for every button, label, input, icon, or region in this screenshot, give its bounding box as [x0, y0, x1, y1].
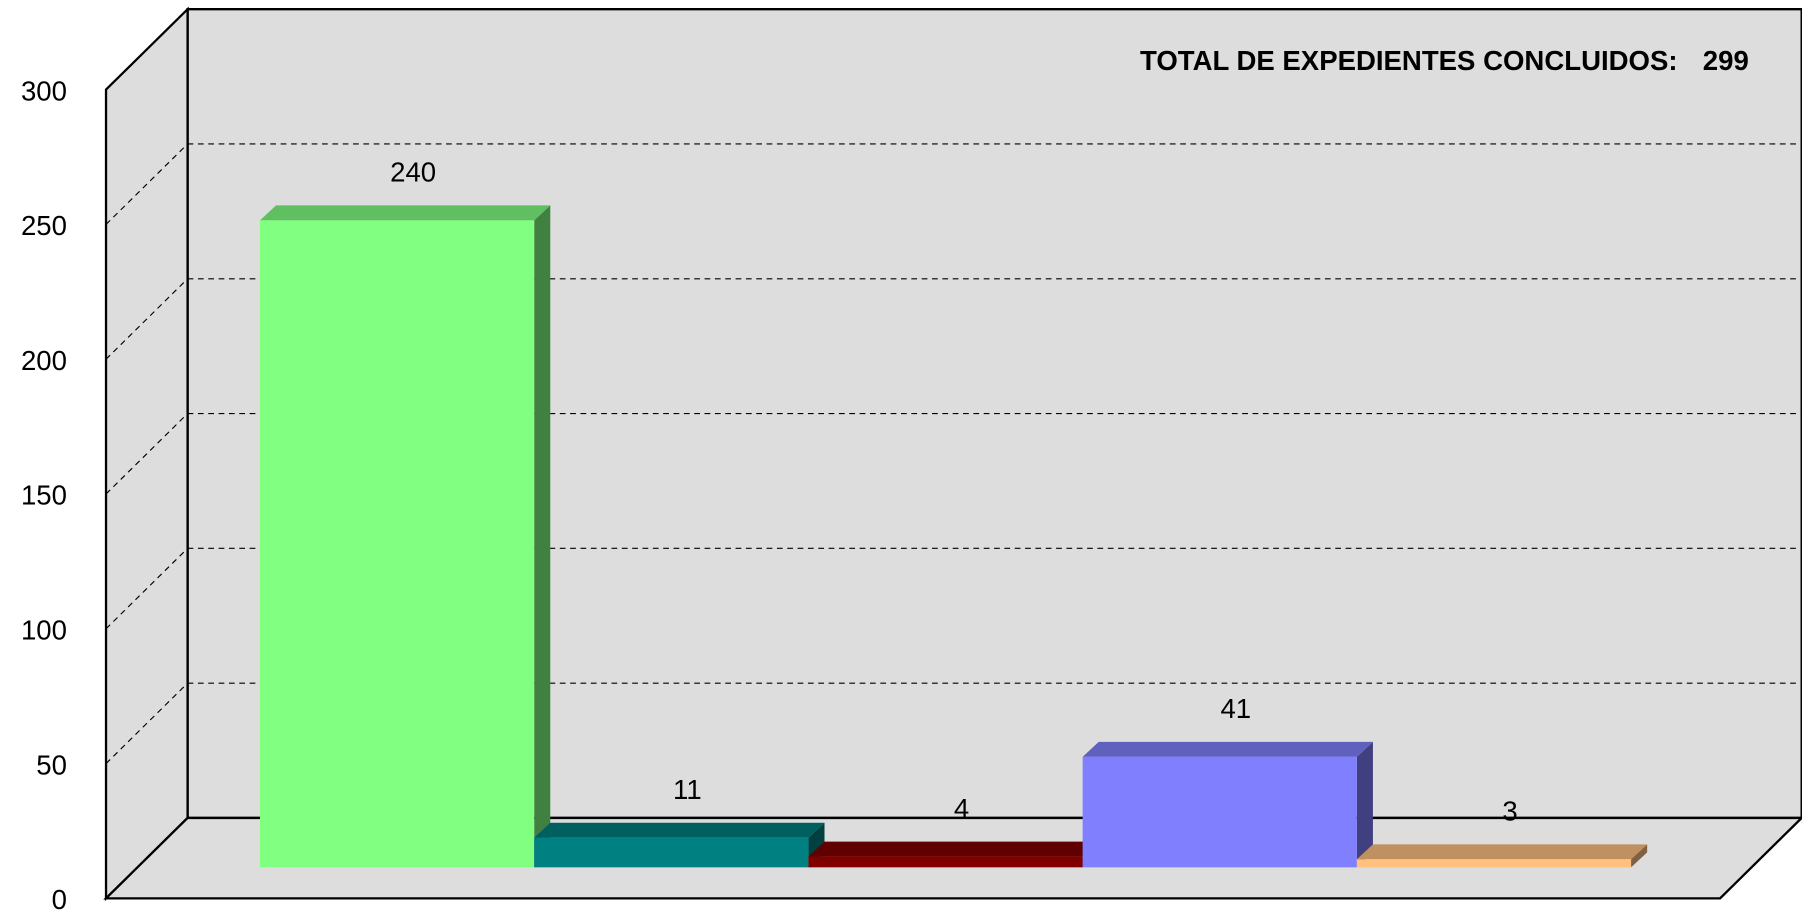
value-label: 4	[954, 793, 969, 824]
bar-top	[534, 822, 825, 838]
bars	[259, 205, 1648, 868]
bar	[534, 837, 809, 868]
side-grid-line	[105, 278, 188, 360]
y-tick-label: 0	[52, 884, 67, 911]
bar-top	[1356, 844, 1648, 860]
y-tick-label: 150	[21, 480, 67, 511]
side-grid-line	[105, 547, 188, 630]
annotation: TOTAL DE EXPEDIENTES CONCLUIDOS: 299	[1140, 45, 1749, 76]
bar-top	[259, 205, 551, 221]
value-label: 41	[1220, 693, 1251, 724]
bar-side	[534, 205, 551, 868]
value-label: 240	[390, 157, 436, 188]
side-grid-line	[105, 682, 188, 764]
side-grid-line	[105, 143, 188, 225]
annotation-text: TOTAL DE EXPEDIENTES CONCLUIDOS:	[1140, 45, 1678, 76]
annotation-total: 299	[1703, 45, 1749, 76]
bar-top	[1082, 741, 1373, 757]
side-grid-line	[105, 413, 188, 495]
bar	[259, 220, 535, 868]
bar	[1356, 859, 1632, 868]
value-label: 11	[673, 774, 702, 805]
y-tick-label: 300	[21, 75, 67, 106]
bar-side	[1631, 844, 1648, 868]
bar-side	[1356, 741, 1373, 868]
y-tick-label: 100	[21, 615, 67, 646]
bar	[808, 856, 1083, 868]
y-tick-label: 250	[21, 210, 67, 241]
bar	[1082, 756, 1357, 868]
value-label: 3	[1502, 796, 1517, 827]
y-tick-label: 50	[36, 749, 67, 780]
y-tick-label: 200	[21, 345, 67, 376]
bar-top	[808, 841, 1099, 857]
